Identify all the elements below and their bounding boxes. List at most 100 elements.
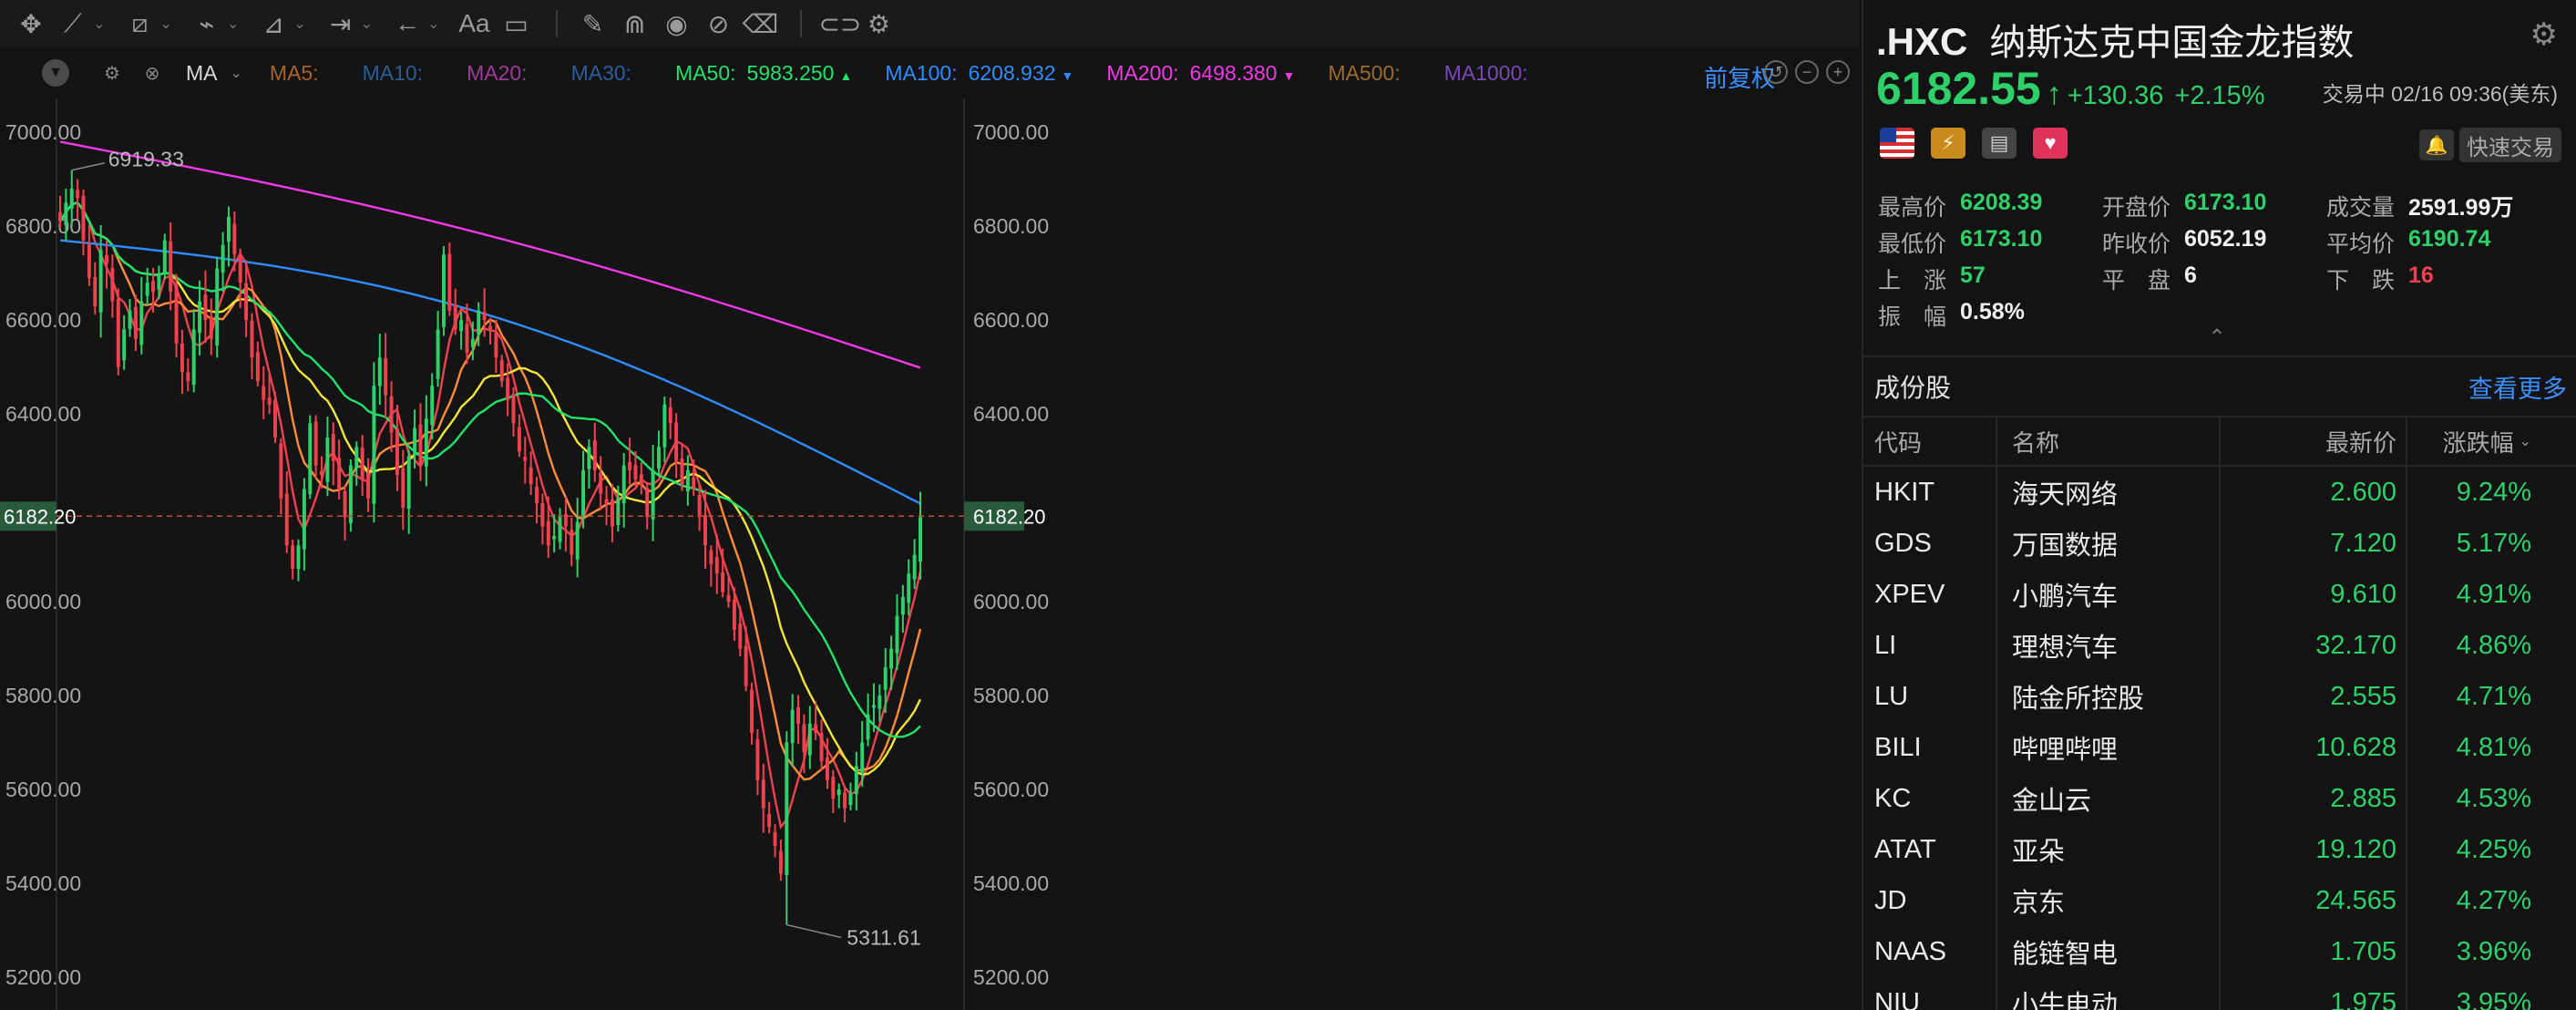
document-icon[interactable]: ▤ — [1982, 128, 2017, 159]
ma-item[interactable]: MA20: — [467, 61, 538, 86]
candle-body — [69, 188, 74, 209]
chevron-up-icon[interactable]: ⌃ — [2208, 325, 2227, 350]
candle-body — [348, 465, 353, 523]
candle-body — [145, 282, 149, 296]
candle-body — [267, 397, 272, 405]
link-tool[interactable]: ⊂⊃ — [818, 0, 861, 47]
chevron-down-icon[interactable]: ⌄ — [93, 16, 106, 32]
chevron-down-icon[interactable]: ⌄ — [293, 16, 306, 32]
heart-icon[interactable]: ♥ — [2033, 128, 2068, 159]
last-price: 6182.55 — [1876, 63, 2041, 114]
lightning-icon[interactable]: ⚡ — [1931, 128, 1965, 159]
arrow-tool[interactable]: ← ⌄ — [389, 0, 450, 47]
y-tick-label-right: 6800.00 — [973, 214, 1049, 238]
ma-item[interactable]: MA50: 5983.250 ▲ — [675, 61, 852, 86]
table-row[interactable]: KC 金山云 2.885 4.53% — [1863, 773, 2576, 824]
candle-body — [482, 312, 487, 321]
table-row[interactable]: JD 京东 24.565 4.27% — [1863, 875, 2576, 926]
indicator-close-icon[interactable]: ⊗ — [144, 63, 160, 84]
members-header: 成份股 查看更多 — [1863, 356, 2576, 416]
table-row[interactable]: LU 陆金所控股 2.555 4.71% — [1863, 671, 2576, 722]
cell-price: 1.705 — [2219, 926, 2406, 977]
table-row[interactable]: ATAT 亚朵 19.120 4.25% — [1863, 824, 2576, 875]
cell-name: 哔哩哔哩 — [1996, 722, 2219, 773]
chevron-down-icon[interactable]: ⌄ — [159, 16, 172, 32]
chevron-down-icon[interactable]: ⌄ — [226, 16, 240, 32]
ma-item[interactable]: MA100: 6208.932 ▼ — [885, 61, 1073, 86]
chevron-down-icon[interactable]: ⌄ — [230, 66, 242, 81]
ma-item[interactable]: MA5: — [270, 61, 330, 86]
zoom-out-icon[interactable]: − — [1795, 60, 1819, 84]
candle-body — [494, 333, 498, 358]
index-name: 纳斯达克中国金龙指数 — [1989, 23, 2355, 63]
header-code[interactable]: 代码 — [1874, 428, 1923, 457]
fib-tool[interactable]: ⊿ ⌄ — [255, 0, 316, 47]
table-row[interactable]: XPEV 小鹏汽车 9.610 4.91% — [1863, 569, 2576, 620]
quote-grid: 最高价 6208.39 开盘价 6173.10 成交量 2591.99万 最低价 6173.1… — [1878, 188, 2571, 334]
ma-indicator-bar: ▼ ⚙ ⊗ MA ⌄ MA5: MA10: MA20: MA30: MA50: 5983.… — [0, 47, 1859, 98]
indicator-settings-icon[interactable]: ⚙ — [104, 63, 120, 84]
measure-tool[interactable]: ⇥ ⌄ — [323, 0, 384, 47]
ma-item[interactable]: MA1000: — [1444, 61, 1539, 86]
crosshair-tool[interactable]: ✥ — [13, 0, 49, 47]
reset-icon[interactable]: ↺ — [1764, 60, 1788, 84]
candle-body — [418, 424, 423, 466]
magnet-tool[interactable]: ⋒ — [616, 0, 652, 47]
candle-body — [372, 386, 376, 504]
note-tool[interactable]: ▭ — [498, 0, 534, 47]
cell-pct-text: 3.95% — [2456, 987, 2531, 1010]
table-row[interactable]: LI 理想汽车 32.170 4.86% — [1863, 620, 2576, 671]
candle-body — [203, 294, 208, 321]
table-row[interactable]: BILI 哔哩哔哩 10.628 4.81% — [1863, 722, 2576, 773]
pen-tool[interactable]: ✎ — [574, 0, 611, 47]
candle-body — [226, 216, 231, 242]
line-tool[interactable]: ⟋ ⌄ — [55, 0, 116, 47]
adjust-mode-button[interactable]: 前复权 — [1703, 65, 1775, 92]
candle-body — [819, 733, 824, 762]
ma-item[interactable]: MA200: 6498.380 ▼ — [1106, 61, 1295, 86]
text-tool[interactable]: Aa — [456, 0, 492, 47]
candle-body — [291, 545, 295, 570]
quote-cell: 平均价 6190.74 — [2326, 226, 2550, 259]
header-price[interactable]: 最新价 — [2219, 417, 2406, 465]
table-row[interactable]: NAAS 能链智电 1.705 3.96% — [1863, 926, 2576, 977]
candle-body — [198, 301, 202, 333]
y-tick-label-left: 6800.00 — [5, 214, 81, 238]
candle-body — [98, 249, 103, 313]
hide-tool[interactable]: ⊘ — [700, 0, 736, 47]
indicator-select[interactable]: MA — [186, 60, 218, 85]
y-tick-label-right: 5600.00 — [973, 778, 1049, 801]
table-row[interactable]: HKIT 海天网络 2.600 9.24% — [1863, 467, 2576, 518]
ma-item[interactable]: MA30: — [571, 61, 642, 86]
cell-price-text: 7.120 — [2330, 528, 2396, 558]
ma-item[interactable]: MA500: — [1328, 61, 1411, 86]
trash-tool[interactable]: ⌫ — [742, 0, 779, 47]
gear-tool[interactable]: ⚙ — [860, 0, 897, 47]
candle-body — [279, 443, 283, 499]
chevron-down-icon[interactable]: ⌄ — [360, 16, 374, 32]
table-row[interactable]: GDS 万国数据 7.120 5.17% — [1863, 518, 2576, 569]
channel-tool[interactable]: ⧄ ⌄ — [121, 0, 182, 47]
chevron-down-icon[interactable]: ⌄ — [427, 16, 440, 32]
cell-price-text: 2.600 — [2330, 477, 2396, 507]
cell-pct: 3.95% — [2406, 977, 2551, 1010]
candle-body — [139, 301, 144, 345]
view-more-link[interactable]: 查看更多 — [2468, 375, 2567, 403]
eye-tool[interactable]: ◉ — [658, 0, 694, 47]
ma-item[interactable]: MA10: — [363, 61, 434, 86]
bell-icon[interactable]: 🔔 — [2419, 129, 2454, 160]
candlestick-chart[interactable]: 7000.00 7000.00 6800.00 6800.00 6600.00 6600.… — [0, 47, 1859, 1010]
header-pct[interactable]: 涨跌幅 ⌄ — [2406, 417, 2551, 465]
gear-icon[interactable]: ⚙ — [2530, 17, 2558, 52]
collapse-icon[interactable]: ▼ — [42, 59, 69, 87]
quick-trade-button[interactable]: 快速交易 — [2459, 128, 2561, 162]
candle-body — [470, 338, 475, 347]
zoom-in-icon[interactable]: + — [1826, 60, 1850, 84]
header-name[interactable]: 名称 — [1996, 417, 2219, 465]
sort-chevron-icon[interactable]: ⌄ — [2519, 434, 2531, 449]
candle-body — [790, 709, 795, 744]
wave-tool[interactable]: ⌁ ⌄ — [189, 0, 250, 47]
table-row[interactable]: NIU 小牛电动 1.975 3.95% — [1863, 977, 2576, 1010]
candle-body — [76, 190, 80, 199]
ma-items: MA5: MA10: MA20: MA30: MA50: 5983.250 ▲ MA100: 6… — [270, 61, 1572, 86]
